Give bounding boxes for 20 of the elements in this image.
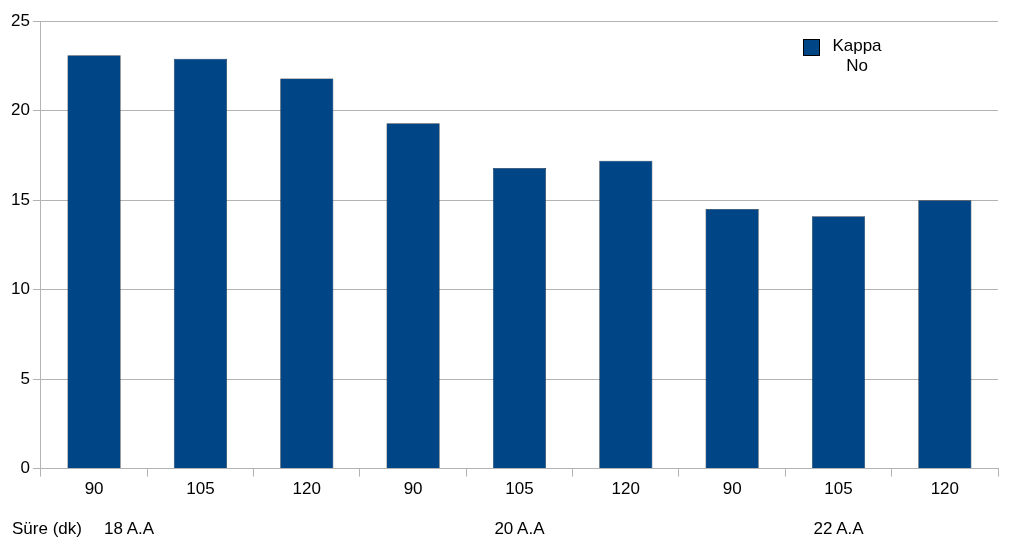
y-tick-label: 25 — [10, 10, 30, 30]
y-tick-label: 0 — [20, 458, 30, 478]
text: 18 A.A — [104, 518, 155, 538]
y-tick-label: 20 — [10, 100, 30, 120]
x-tick-label: 120 — [930, 479, 960, 499]
x-tick-label: 120 — [611, 479, 640, 499]
x-tick-label: 105 — [824, 479, 853, 499]
x-tick-label: 90 — [403, 479, 423, 499]
x-axis-title: Süre (dk) — [12, 518, 82, 538]
text: 20 A.A — [494, 518, 546, 538]
x-tick-label: 105 — [186, 479, 215, 499]
x-tick-label: 120 — [292, 479, 321, 499]
x-tick-label: 105 — [505, 479, 534, 499]
x-tick-label: 90 — [722, 479, 742, 499]
y-tick-label: 5 — [20, 368, 30, 388]
x-tick-label: 90 — [84, 479, 104, 499]
legend-label: Kappa No — [831, 36, 883, 76]
y-tick-label: 10 — [10, 279, 30, 299]
text: 22 A.A — [813, 518, 865, 538]
y-tick-label: 15 — [10, 189, 30, 209]
